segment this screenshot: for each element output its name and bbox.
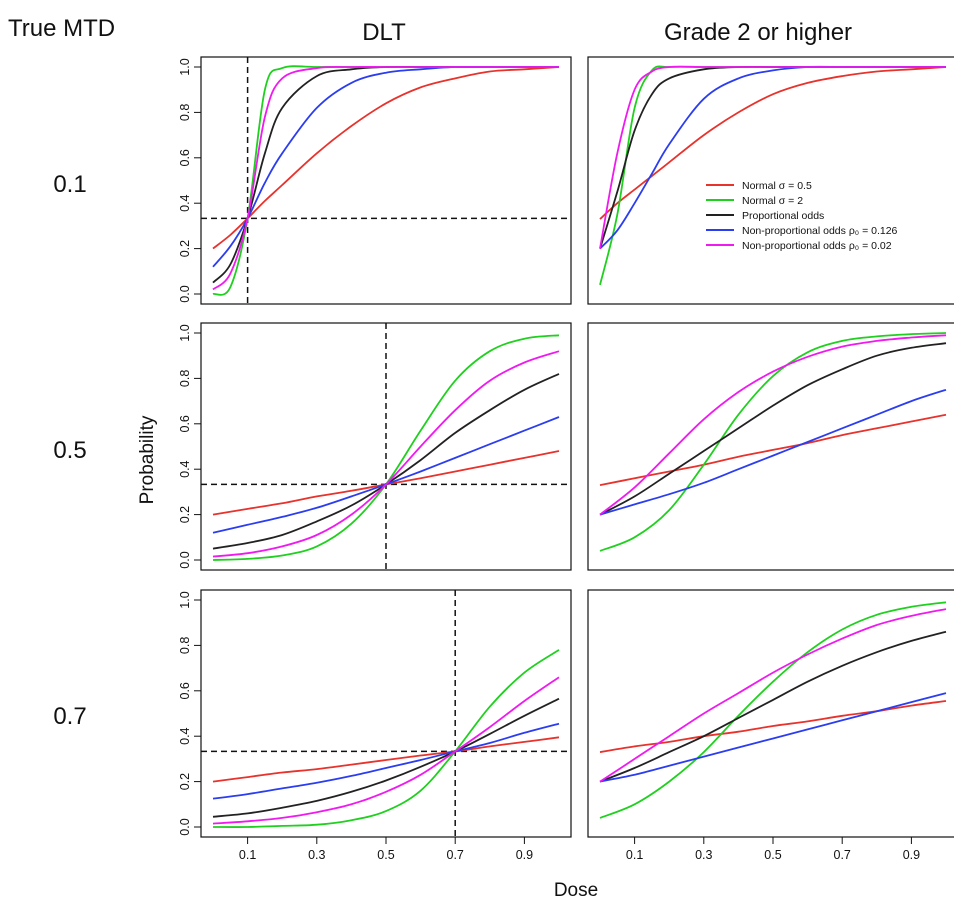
- panel-frame: [200, 589, 572, 838]
- y-tick-label: 1.0: [178, 591, 192, 608]
- series-line-3: [599, 388, 947, 516]
- y-tick-label: 0.8: [178, 370, 192, 387]
- series-line-1: [599, 332, 947, 552]
- y-tick-label: 0.8: [178, 637, 192, 654]
- x-tick-label: 0.9: [903, 848, 920, 862]
- panel-r2-c0: 0.0 0.2 0.4 0.6 0.8 1.0 0.1 0.3 0.5 0.7 0.9: [178, 589, 572, 862]
- y-tick-label: 1.0: [178, 58, 192, 75]
- x-tick-label: 0.5: [764, 848, 781, 862]
- y-tick-label: 0.0: [178, 818, 192, 835]
- panel-frame: [587, 589, 954, 838]
- series-line-0: [599, 66, 947, 220]
- x-tick-label: 0.3: [308, 848, 325, 862]
- y-tick-label: 0.8: [178, 104, 192, 121]
- y-tick-label: 0.4: [178, 194, 192, 211]
- series-line-1: [212, 649, 560, 828]
- series-line-4: [212, 350, 560, 558]
- series-line-3: [212, 65, 559, 268]
- x-tick-label: 0.7: [834, 848, 851, 862]
- series-line-2: [599, 342, 947, 516]
- series-line-2: [212, 65, 559, 284]
- series-line-2: [599, 630, 947, 783]
- legend-label-1: Normal σ = 2: [742, 195, 803, 207]
- series-line-4: [599, 65, 946, 249]
- y-axis-label: Probability: [137, 415, 158, 504]
- series-line-2: [212, 697, 560, 818]
- y-tick-label: 0.4: [178, 727, 192, 744]
- series-line-4: [212, 66, 559, 291]
- panel-frame: [200, 322, 572, 571]
- row-label-0: 0.1: [53, 171, 86, 198]
- plot-area: [201, 590, 571, 837]
- series-line-0: [212, 736, 560, 783]
- series-line-0: [599, 413, 947, 486]
- series-line-3: [599, 692, 947, 783]
- series-line-1: [212, 65, 559, 296]
- series-line-4: [599, 608, 947, 783]
- y-tick-label: 0.4: [178, 460, 192, 477]
- plot-area: [599, 332, 947, 552]
- y-tick-label: 0.6: [178, 682, 192, 699]
- panel-r1-c0: 0.0 0.2 0.4 0.6 0.8 1.0: [178, 322, 572, 571]
- x-tick-label: 0.5: [377, 848, 394, 862]
- legend: Normal σ = 0.5 Normal σ = 2 Proportional o…: [706, 180, 898, 252]
- panel-r0-c0: 0.0 0.2 0.4 0.6 0.8 1.0: [178, 56, 572, 305]
- x-tick-label: 0.1: [239, 848, 256, 862]
- panel-frame: [587, 322, 954, 571]
- series-line-4: [212, 676, 560, 825]
- panel-r2-c1: 0.1 0.3 0.5 0.7 0.9: [587, 589, 954, 862]
- legend-label-4: Non-proportional odds ρ₀ = 0.02: [742, 240, 892, 252]
- y-tick-label: 0.2: [178, 240, 192, 257]
- x-tick-label: 0.7: [447, 848, 464, 862]
- row-label-1: 0.5: [53, 437, 86, 464]
- x-tick-label: 0.3: [695, 848, 712, 862]
- x-axis-label: Dose: [554, 880, 598, 901]
- series-line-3: [212, 722, 560, 800]
- plot-area: [201, 323, 571, 570]
- plot-area: [599, 65, 947, 286]
- y-tick-label: 0.6: [178, 149, 192, 166]
- panel-frame: [587, 56, 954, 305]
- series-line-4: [599, 334, 947, 516]
- series-line-1: [599, 601, 947, 819]
- row-label-2: 0.7: [53, 703, 86, 730]
- column-title-grade2: Grade 2 or higher: [664, 19, 852, 46]
- panel-frame: [200, 56, 572, 305]
- panel-r0-c1: Normal σ = 0.5 Normal σ = 2 Proportional o…: [587, 56, 954, 305]
- legend-label-0: Normal σ = 0.5: [742, 180, 812, 192]
- legend-label-3: Non-proportional odds ρ₀ = 0.126: [742, 225, 898, 237]
- y-tick-label: 1.0: [178, 324, 192, 341]
- corner-label: True MTD: [8, 15, 115, 42]
- y-tick-label: 0.0: [178, 551, 192, 568]
- y-tick-label: 0.6: [178, 415, 192, 432]
- series-line-0: [599, 700, 947, 753]
- legend-label-2: Proportional odds: [742, 210, 824, 222]
- panel-r1-c1: [587, 322, 954, 571]
- x-tick-label: 0.1: [626, 848, 643, 862]
- series-line-0: [212, 66, 560, 250]
- y-tick-label: 0.2: [178, 773, 192, 790]
- x-tick-label: 0.9: [516, 848, 533, 862]
- column-title-dlt: DLT: [362, 19, 406, 46]
- plot-area: [201, 57, 571, 304]
- y-tick-label: 0.2: [178, 506, 192, 523]
- y-tick-label: 0.0: [178, 285, 192, 302]
- plot-area: [599, 601, 947, 819]
